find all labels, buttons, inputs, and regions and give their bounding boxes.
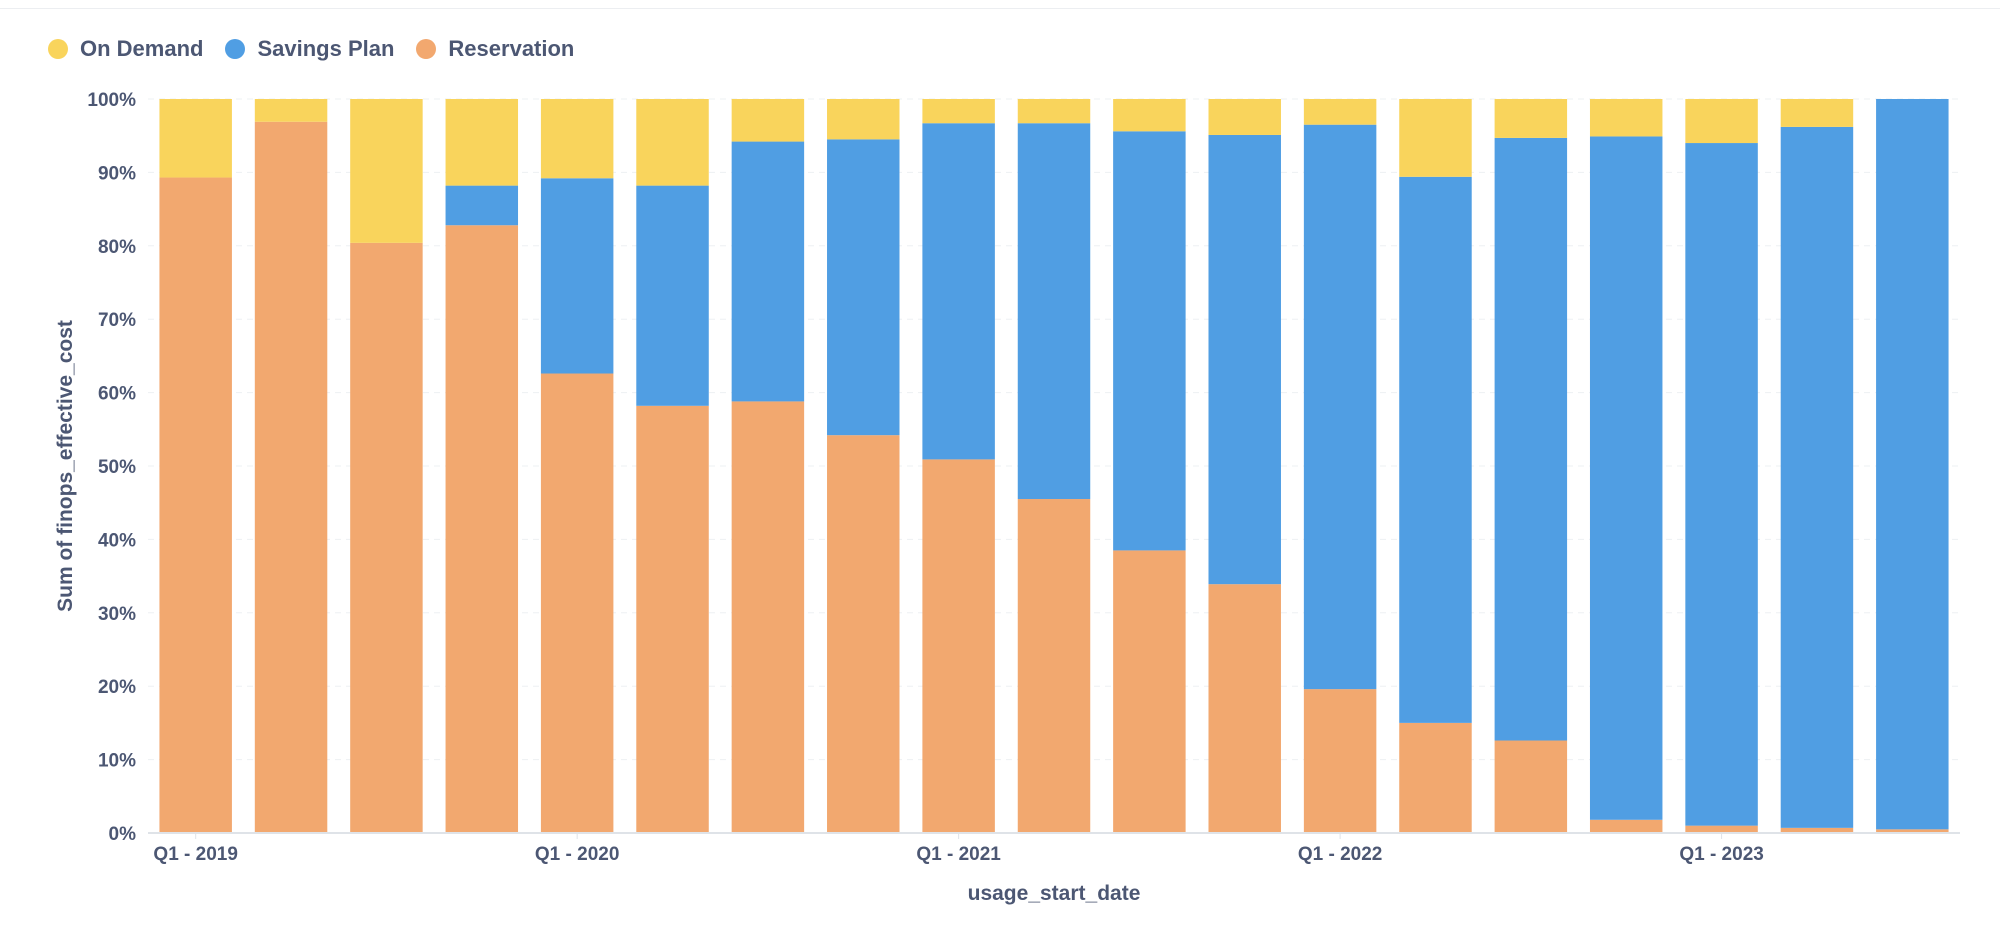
bar-segment-reservation [1876, 829, 1949, 833]
bar-segment-on-demand [1113, 99, 1186, 132]
x-tick-label: Q1 - 2022 [1298, 844, 1383, 865]
bar-segment-reservation [1589, 819, 1663, 833]
bar-segment-savings-plan [1589, 136, 1663, 820]
x-tick-label: Q1 - 2023 [1679, 844, 1764, 865]
bar-segment-on-demand [731, 99, 805, 142]
legend-label-on-demand: On Demand [80, 36, 204, 61]
bar-segment-savings-plan [1113, 131, 1186, 551]
legend-item-on-demand[interactable]: On Demand [48, 36, 203, 62]
y-tick-label: 20% [98, 677, 136, 698]
bar-segment-reservation [1113, 550, 1186, 833]
bar-segment-on-demand [159, 99, 232, 178]
bar-segment-on-demand [922, 99, 995, 124]
bar-segment-savings-plan [636, 185, 709, 406]
bar-segment-on-demand [1399, 99, 1472, 177]
bar-segment-savings-plan [1494, 137, 1568, 741]
top-divider [0, 8, 2000, 9]
y-tick-label: 60% [98, 384, 136, 405]
bar-segment-savings-plan [731, 141, 805, 402]
bar-segment-on-demand [350, 99, 423, 243]
bars [159, 99, 1949, 834]
legend-dot-on-demand [48, 39, 68, 59]
bar-segment-on-demand [1780, 99, 1854, 127]
bar-segment-reservation [731, 401, 805, 833]
bar-segment-on-demand [445, 99, 519, 186]
y-tick-label: 80% [98, 237, 136, 258]
y-tick-label: 30% [98, 604, 136, 625]
bar-segment-savings-plan [1780, 126, 1854, 828]
bar-segment-reservation [1399, 722, 1472, 833]
y-tick-label: 10% [98, 751, 136, 772]
bar-segment-savings-plan [1399, 176, 1472, 723]
bar-segment-on-demand [636, 99, 709, 186]
x-axis-ticks: Q1 - 2019 Q1 - 2020 Q1 - 2021 Q1 - 2022 Q1 -… [153, 833, 1764, 865]
bar-segment-reservation [1780, 827, 1854, 833]
legend-item-reservation[interactable]: Reservation [416, 36, 574, 62]
legend-dot-reservation [416, 39, 437, 59]
bar-segment-on-demand [1494, 99, 1568, 138]
legend-label-savings-plan: Savings Plan [257, 36, 395, 61]
bar-segment-on-demand [827, 99, 900, 140]
y-axis-label: Sum of finops_effective_cost [54, 320, 77, 612]
x-tick-label: Q1 - 2020 [535, 844, 620, 865]
bar-segment-reservation [1685, 825, 1758, 833]
bar-segment-reservation [1208, 584, 1281, 833]
bar-segment-reservation [922, 459, 995, 833]
bar-segment-reservation [1494, 740, 1568, 833]
chart-legend: On Demand Savings Plan Reservation [48, 32, 574, 66]
bar-segment-on-demand [540, 99, 614, 179]
y-tick-label: 40% [98, 530, 136, 551]
bar-segment-savings-plan [1208, 134, 1281, 585]
y-tick-label: 100% [87, 90, 136, 111]
bar-segment-savings-plan [1303, 124, 1377, 690]
bar-segment-savings-plan [1876, 99, 1949, 830]
bar-segment-reservation [445, 225, 519, 834]
legend-label-reservation: Reservation [448, 36, 575, 61]
y-tick-label: 70% [98, 310, 136, 331]
bar-segment-reservation [1017, 499, 1091, 833]
y-tick-label: 90% [98, 163, 136, 184]
bar-segment-on-demand [1208, 99, 1281, 135]
bar-segment-reservation [1303, 689, 1377, 833]
bar-segment-on-demand [1017, 99, 1091, 124]
bar-segment-savings-plan [922, 123, 995, 460]
bar-segment-savings-plan [827, 139, 900, 436]
y-tick-label: 50% [98, 457, 136, 478]
bar-segment-on-demand [254, 99, 328, 122]
legend-item-savings-plan[interactable]: Savings Plan [225, 36, 394, 62]
bar-segment-savings-plan [1017, 123, 1091, 500]
bar-segment-savings-plan [1685, 143, 1758, 826]
bar-segment-on-demand [1303, 99, 1377, 125]
bar-segment-savings-plan [540, 178, 614, 374]
bar-segment-reservation [636, 405, 709, 833]
bar-segment-reservation [827, 435, 900, 833]
x-tick-label: Q1 - 2021 [916, 844, 1001, 865]
y-axis-ticks: 0% 10% 20% 30% 40% 50% 60% 70% 80% 90% 100% [87, 90, 136, 845]
bar-segment-reservation [254, 121, 328, 833]
x-tick-label: Q1 - 2019 [153, 844, 238, 865]
y-tick-label: 0% [109, 824, 137, 845]
bar-segment-reservation [540, 373, 614, 833]
bar-segment-reservation [159, 177, 232, 834]
x-axis-label: usage_start_date [968, 882, 1141, 905]
bar-segment-on-demand [1685, 99, 1758, 144]
bar-segment-reservation [350, 242, 423, 833]
bar-segment-savings-plan [445, 185, 519, 226]
legend-dot-savings-plan [225, 39, 246, 59]
bar-segment-on-demand [1589, 99, 1663, 137]
